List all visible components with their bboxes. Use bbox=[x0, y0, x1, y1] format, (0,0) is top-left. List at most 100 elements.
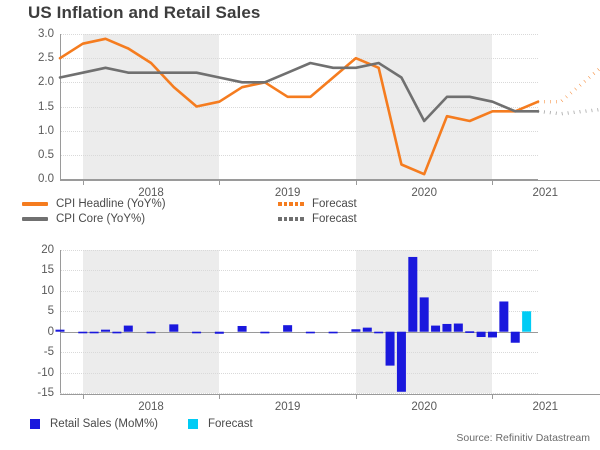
bar-retail-sales bbox=[260, 331, 270, 334]
top-chart-plot-area bbox=[58, 34, 600, 180]
bottom-chart-y-axis-labels: -15 -10 -5 0 5 10 15 20 bbox=[2, 244, 54, 399]
x-axis-tick-mark bbox=[492, 180, 494, 185]
legend-item-label: Forecast bbox=[312, 198, 357, 210]
bar-retail-sales bbox=[431, 325, 441, 332]
bar-retail-sales bbox=[78, 331, 88, 334]
bar-retail-sales bbox=[101, 329, 111, 332]
line-series-headline bbox=[58, 37, 540, 176]
bar-retail-sales bbox=[192, 331, 202, 334]
axis-spine-bottom bbox=[60, 394, 600, 395]
line-series-core bbox=[58, 61, 540, 123]
gridline bbox=[60, 311, 538, 313]
bar-retail-sales bbox=[283, 325, 293, 332]
bar-retail-sales bbox=[510, 331, 520, 343]
bar-retail-sales bbox=[476, 331, 486, 338]
bar-retail-sales bbox=[385, 331, 395, 366]
gridline bbox=[60, 130, 538, 133]
legend-item[interactable]: CPI Headline (YoY%) bbox=[22, 198, 166, 210]
legend-item[interactable]: CPI Core (YoY%) bbox=[22, 213, 166, 225]
y-axis-tick-label: -10 bbox=[37, 366, 54, 379]
x-axis-tick-mark bbox=[82, 394, 84, 399]
gridline bbox=[60, 290, 538, 293]
bar-retail-sales bbox=[419, 297, 429, 332]
bar-retail-sales bbox=[112, 331, 122, 334]
gridline bbox=[60, 58, 538, 60]
bottom-chart-plot-area bbox=[55, 250, 538, 395]
bar-retail-sales bbox=[396, 331, 406, 392]
legend-item-label: Forecast bbox=[312, 213, 357, 225]
gridline bbox=[60, 106, 538, 109]
x-axis-tick-mark bbox=[492, 394, 494, 399]
x-axis-tick-label: 2021 bbox=[532, 187, 559, 199]
legend-item[interactable]: Retail Sales (MoM%) bbox=[30, 418, 158, 430]
bar-retail-sales bbox=[169, 324, 179, 332]
legend-line-swatch bbox=[22, 202, 48, 206]
bar-retail-sales bbox=[237, 325, 247, 332]
top-chart-y-axis-labels: 0.0 0.5 1.0 1.5 2.0 2.5 3.0 bbox=[2, 28, 54, 185]
x-axis-tick-label: 2021 bbox=[532, 401, 559, 413]
y-axis-tick-label: 20 bbox=[41, 244, 54, 256]
bar-retail-sales bbox=[123, 325, 133, 332]
bar-retail-sales bbox=[408, 256, 418, 332]
x-axis-tick-label: 2020 bbox=[411, 401, 437, 413]
shaded-year-band bbox=[82, 250, 220, 393]
y-axis-tick-label: 0 bbox=[47, 325, 54, 338]
y-axis-tick-label: 3.0 bbox=[38, 28, 54, 40]
bar-retail-sales bbox=[465, 331, 475, 333]
gridline bbox=[60, 270, 538, 272]
legend-box-swatch bbox=[188, 419, 198, 429]
bottom-chart-x-axis: 2018 2019 2020 2021 bbox=[60, 394, 600, 418]
zero-baseline bbox=[60, 331, 538, 333]
x-axis-tick-mark bbox=[82, 180, 84, 185]
bar-retail-sales bbox=[487, 331, 497, 338]
legend-item-label: Retail Sales (MoM%) bbox=[50, 418, 158, 430]
legend-item[interactable]: Forecast bbox=[278, 213, 357, 225]
bar-retail-sales bbox=[362, 327, 372, 332]
bar-retail-sales bbox=[442, 323, 452, 332]
bar-retail-sales bbox=[146, 331, 156, 334]
x-axis-tick-label: 2018 bbox=[138, 401, 164, 413]
bar-retail-sales bbox=[351, 329, 361, 332]
gridline bbox=[60, 250, 538, 252]
y-axis-tick-label: 5 bbox=[47, 305, 54, 318]
bottom-chart-series-layer bbox=[55, 256, 532, 392]
y-axis-tick-label: 10 bbox=[41, 284, 54, 297]
bar-retail-sales bbox=[453, 323, 463, 332]
bar-retail-sales bbox=[305, 331, 315, 334]
y-axis-tick-label: -5 bbox=[43, 346, 54, 359]
page-title: US Inflation and Retail Sales bbox=[28, 3, 261, 22]
x-axis-tick-mark bbox=[355, 180, 357, 185]
legend-item-label: CPI Headline (YoY%) bbox=[56, 198, 166, 210]
legend-item[interactable]: Forecast bbox=[278, 198, 357, 210]
bar-retail-sales bbox=[328, 331, 338, 334]
legend-line-swatch bbox=[22, 217, 48, 221]
x-axis-tick-label: 2020 bbox=[411, 187, 437, 199]
x-axis-tick-mark bbox=[219, 394, 221, 399]
y-axis-tick-label: 0.0 bbox=[38, 173, 54, 185]
gridline bbox=[60, 34, 538, 36]
bar-retail-sales bbox=[499, 301, 509, 332]
y-axis-tick-label: -15 bbox=[37, 387, 54, 399]
bar-retail-sales bbox=[214, 331, 224, 334]
gridline bbox=[60, 372, 538, 375]
axis-spine-left bbox=[60, 250, 61, 393]
y-axis-tick-label: 15 bbox=[41, 264, 54, 277]
axis-spine-left bbox=[60, 34, 61, 179]
gridline bbox=[60, 393, 538, 395]
x-axis-tick-label: 2019 bbox=[274, 187, 301, 199]
top-chart-series-layer bbox=[58, 37, 600, 176]
y-axis-tick-label: 1.5 bbox=[38, 100, 54, 113]
bottom-chart-legend: Retail Sales (MoM%) Forecast bbox=[30, 418, 253, 433]
zero-baseline bbox=[60, 179, 538, 180]
legend-dotted-swatch bbox=[278, 217, 304, 221]
source-caption: Source: Refinitiv Datastream bbox=[456, 432, 590, 444]
top-chart-x-axis: 2018 2019 2020 2021 bbox=[60, 180, 600, 204]
legend-box-swatch bbox=[30, 419, 40, 429]
x-axis-tick-label: 2018 bbox=[138, 187, 164, 199]
y-axis-tick-label: 2.0 bbox=[38, 76, 54, 89]
x-axis-tick-mark bbox=[219, 180, 221, 185]
x-axis-tick-label: 2019 bbox=[274, 401, 301, 413]
top-chart-legend: CPI Headline (YoY%) CPI Core (YoY%) bbox=[22, 198, 166, 228]
y-axis-tick-label: 0.5 bbox=[38, 148, 54, 161]
legend-item[interactable]: Forecast bbox=[188, 418, 253, 430]
